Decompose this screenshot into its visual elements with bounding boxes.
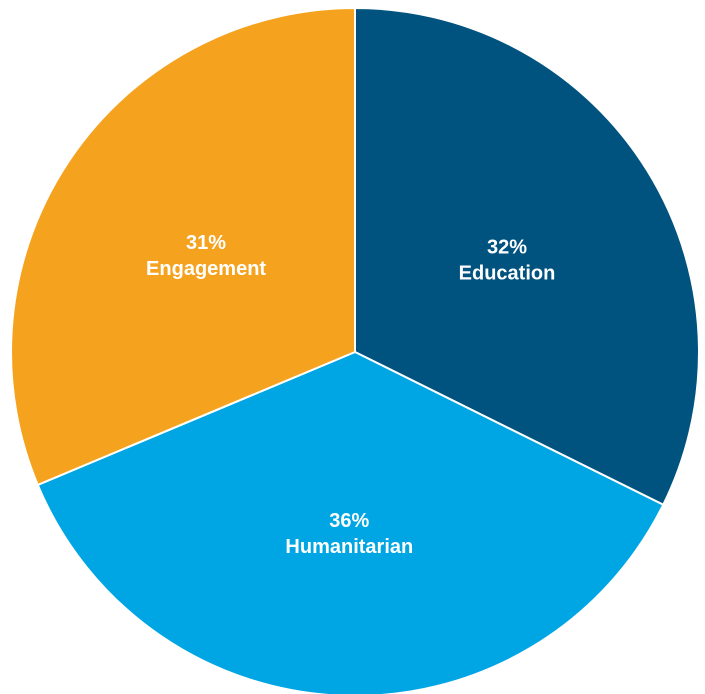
slice-name-engagement: Engagement <box>146 258 266 280</box>
slice-name-humanitarian: Humanitarian <box>285 536 413 558</box>
slice-percent-engagement: 31% <box>186 232 226 254</box>
pie-slices <box>10 6 700 694</box>
pie-slice-education <box>354 6 700 507</box>
pie-slice-engagement <box>10 6 356 487</box>
slice-name-education: Education <box>459 263 556 285</box>
slice-percent-humanitarian: 36% <box>329 510 369 532</box>
slice-label-engagement: 31% Engagement <box>146 232 266 280</box>
slice-label-humanitarian: 36% Humanitarian <box>285 510 413 558</box>
pie-slice-humanitarian <box>36 350 665 694</box>
pie-labels: 32% Education 36% Humanitarian 31% Engagement <box>146 232 555 558</box>
slice-label-education: 32% Education <box>459 237 556 285</box>
slice-percent-education: 32% <box>487 237 527 259</box>
